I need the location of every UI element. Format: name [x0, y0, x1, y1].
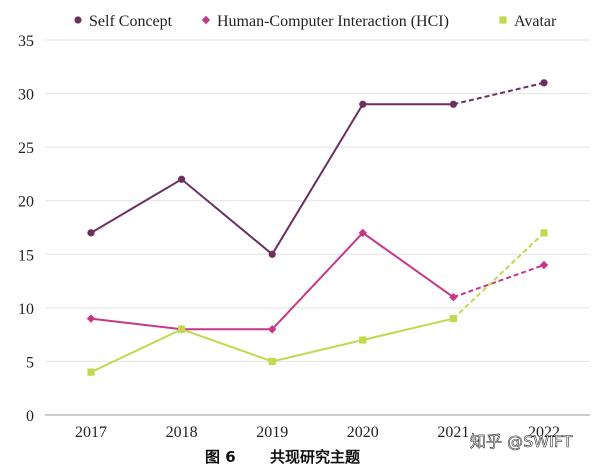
data-point: [539, 260, 549, 270]
legend-item-2: Avatar: [499, 13, 557, 30]
x-tick-label: 2021: [437, 424, 469, 441]
x-tick-label: 2017: [75, 424, 107, 441]
series-2: [87, 229, 548, 376]
data-point: [540, 79, 548, 87]
data-point: [268, 325, 277, 334]
data-point: [358, 228, 367, 238]
data-point: [359, 100, 367, 108]
legend-label: Human-Computer Interaction (HCI): [217, 13, 449, 30]
x-tick-label: 2019: [256, 424, 288, 441]
legend-label: Self Concept: [89, 13, 173, 30]
data-point: [449, 100, 457, 108]
caption-label: 图 6: [205, 448, 236, 466]
x-tick-label: 2020: [347, 424, 379, 441]
series-line-solid: [90, 103, 454, 256]
series-1: [86, 228, 549, 334]
legend-marker: [201, 15, 211, 25]
legend: Self Concept Human-Computer Interaction (…: [74, 13, 557, 30]
y-tick-label: 0: [26, 408, 34, 425]
series-group: [86, 79, 549, 376]
figure-caption: 图 6 共现研究主题: [205, 448, 361, 466]
y-tick-label: 5: [26, 354, 34, 371]
data-point: [449, 292, 458, 302]
legend-item-0: Self Concept: [74, 13, 173, 30]
data-point: [87, 368, 95, 376]
y-tick-label: 15: [18, 247, 34, 264]
y-axis: 0 5 10 15 20 25 30 35: [18, 33, 34, 425]
legend-marker: [74, 16, 82, 24]
x-tick-label: 2018: [166, 424, 198, 441]
legend-label: Avatar: [514, 13, 557, 30]
y-tick-label: 20: [18, 194, 34, 211]
data-point: [540, 229, 548, 237]
y-tick-label: 30: [18, 87, 34, 104]
data-point: [87, 229, 95, 237]
series-line-dashed: [453, 264, 545, 299]
data-point: [268, 357, 276, 366]
data-point: [178, 325, 186, 333]
legend-marker: [499, 16, 507, 24]
y-tick-label: 10: [18, 301, 34, 318]
data-point: [359, 336, 367, 344]
watermark: 知乎 @SWIFT: [470, 432, 573, 451]
series-line-solid: [90, 231, 454, 331]
x-axis: 2017 2018 2019 2020 2021 2022: [75, 424, 560, 441]
legend-item-1: Human-Computer Interaction (HCI): [201, 13, 449, 30]
y-tick-label: 35: [18, 33, 34, 50]
series-line-dashed: [452, 232, 545, 320]
data-point: [86, 314, 96, 323]
data-point: [449, 314, 457, 323]
series-0: [87, 79, 548, 258]
data-point: [178, 175, 186, 183]
data-point: [268, 250, 276, 258]
x-tick-label: 2022: [528, 424, 560, 441]
y-tick-label: 25: [18, 140, 34, 157]
caption-text: 共现研究主题: [270, 448, 361, 466]
grid-lines: [45, 39, 590, 416]
